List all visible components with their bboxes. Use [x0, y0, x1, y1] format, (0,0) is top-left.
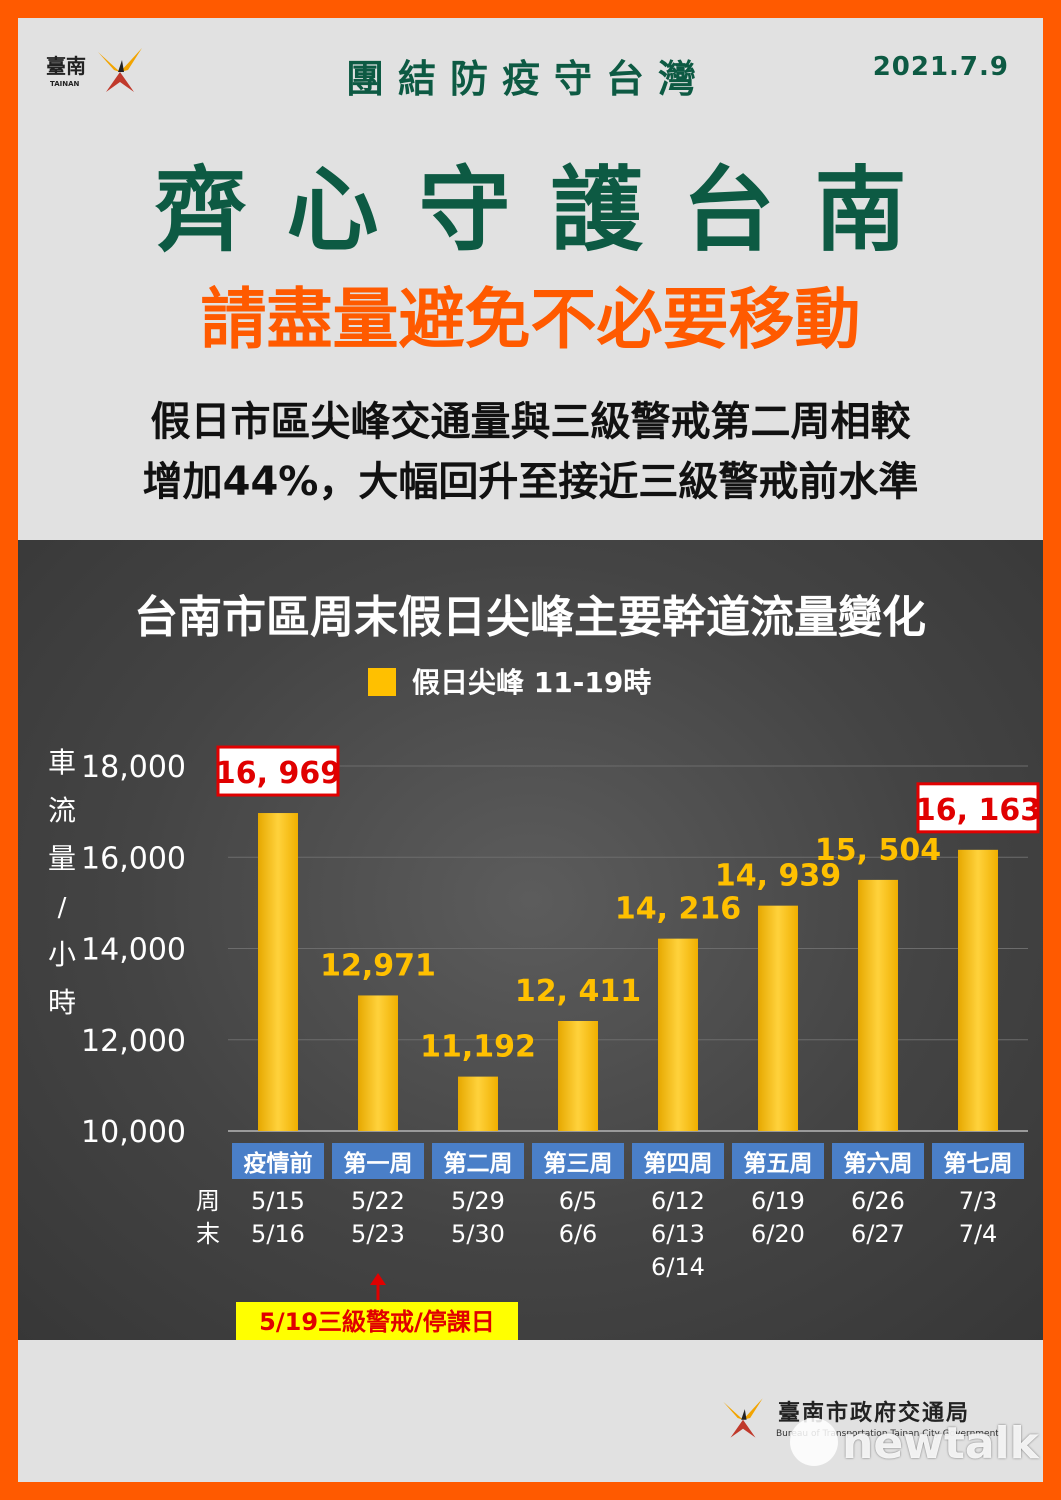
weekend-date: 6/6: [559, 1220, 598, 1248]
weekend-date: 6/20: [751, 1220, 805, 1248]
weekend-date: 7/4: [959, 1220, 998, 1248]
legend-swatch: [368, 668, 396, 696]
logo-text: 臺南: [46, 54, 86, 78]
weekend-date: 6/19: [751, 1187, 805, 1215]
weekend-date: 5/30: [451, 1220, 505, 1248]
bar: [558, 1020, 598, 1131]
bar-chart: 台南市區周末假日尖峰主要幹道流量變化 假日尖峰 11-19時 車流量 / 小時 10…: [48, 592, 1041, 1340]
weekend-date: 6/26: [851, 1187, 905, 1215]
bar: [358, 995, 398, 1131]
value-label: 11,192: [420, 1030, 536, 1065]
weekend-date: 5/16: [251, 1220, 305, 1248]
bar: [858, 879, 898, 1131]
weekend-label-char: 周: [196, 1187, 220, 1215]
weekend-date: 5/15: [251, 1187, 305, 1215]
watermark-text: newtalk: [842, 1418, 1039, 1469]
watermark-logo-icon: [790, 1418, 838, 1466]
y-axis-label-char: 量: [48, 842, 76, 875]
description: 假日市區尖峰交通量與三級警戒第二周相較 增加44%，大幅回升至接近三級警戒前水準: [18, 392, 1043, 512]
bar: [758, 905, 798, 1131]
value-label: 15, 504: [815, 833, 941, 868]
y-axis-label-char: 時: [48, 986, 76, 1019]
bar: [258, 813, 298, 1131]
agency-name-en: Bureau of Transportation Tainan City Gov…: [776, 1429, 999, 1439]
weekend-dates: 5/15 5/16 5/22 5/23 5/29 5/30 6/5 6/6 6/12 6/13 6/…: [196, 1187, 997, 1281]
y-tick-label: 14,000: [81, 933, 186, 968]
category-label: 第一周: [344, 1150, 413, 1177]
slogan: 團結防疫守台灣: [345, 57, 710, 101]
chart-title: 台南市區周末假日尖峰主要幹道流量變化: [134, 592, 926, 643]
annotation-text: 5/19三級警戒/停課日: [259, 1308, 495, 1336]
weekend-date: 5/29: [451, 1187, 505, 1215]
weekend-date: 6/14: [651, 1253, 705, 1281]
description-line-1: 假日市區尖峰交通量與三級警戒第二周相較: [150, 399, 911, 445]
subheadline: 請盡量避免不必要移動: [200, 281, 861, 358]
headline: 齊心守護台南: [154, 157, 947, 264]
value-label: 16, 969: [215, 756, 341, 791]
weekend-date: 6/27: [851, 1220, 905, 1248]
flower-emblem-icon: [98, 48, 142, 92]
weekend-date: 6/5: [559, 1187, 598, 1215]
category-box: [832, 1143, 924, 1179]
weekend-date: 5/23: [351, 1220, 405, 1248]
poster: 臺南 TAINAN 團結防疫守台灣 2021.7.9 齊心守護台南 請盡量避免不…: [18, 18, 1043, 1482]
category-box: [532, 1143, 624, 1179]
category-label: 第二周: [444, 1150, 513, 1177]
category-labels: 疫情前 第一周 第二周 第三周 第四周 第五周 第六周 第七周: [232, 1143, 1024, 1179]
date: 2021.7.9: [872, 52, 1009, 82]
category-label: 第三周: [544, 1150, 613, 1177]
annotation-box: [236, 1302, 518, 1340]
y-tick-label: 18,000: [81, 750, 186, 785]
category-box: [232, 1143, 324, 1179]
value-label-box: [916, 782, 1040, 834]
category-label: 第六周: [844, 1150, 913, 1177]
category-box: [932, 1143, 1024, 1179]
flower-emblem-icon: [723, 1398, 763, 1438]
category-label: 第五周: [744, 1150, 813, 1177]
value-label: 12,971: [320, 948, 436, 983]
y-axis-label-char: 車: [48, 746, 76, 779]
watermark: newtalk: [790, 1418, 1039, 1470]
weekend-date: 6/13: [651, 1220, 705, 1248]
weekend-date: 7/3: [959, 1187, 998, 1215]
value-label: 14, 939: [715, 859, 841, 894]
category-label: 第四周: [644, 1150, 713, 1177]
value-label-box: [216, 745, 340, 797]
bar: [958, 849, 998, 1131]
weekend-label-char: 末: [196, 1220, 220, 1248]
annotation: 5/19三級警戒/停課日: [236, 1273, 518, 1340]
agency-logo: 臺南市政府交通局 Bureau of Transportation Tainan…: [718, 1393, 1018, 1453]
bars: [258, 813, 998, 1131]
value-label: 14, 216: [615, 892, 741, 927]
tainan-logo: 臺南 TAINAN: [46, 42, 146, 108]
y-axis-label: 車流量 / 小時: [48, 746, 76, 1019]
value-label: 16, 163: [915, 793, 1041, 828]
y-axis-label-char: 小: [48, 938, 76, 971]
y-axis-label-char: /: [58, 893, 67, 923]
bar: [458, 1076, 498, 1131]
y-axis-label-char: 流: [48, 794, 76, 827]
legend-label: 假日尖峰 11-19時: [412, 666, 651, 699]
category-label: 疫情前: [244, 1150, 313, 1177]
category-box: [632, 1143, 724, 1179]
category-box: [732, 1143, 824, 1179]
annotation-arrowhead: [370, 1273, 386, 1285]
y-tick-label: 10,000: [81, 1115, 186, 1150]
chart-panel: 台南市區周末假日尖峰主要幹道流量變化 假日尖峰 11-19時 車流量 / 小時 10…: [18, 540, 1043, 1340]
description-line-2: 增加44%，大幅回升至接近三級警戒前水準: [142, 459, 919, 505]
y-tick-label: 16,000: [81, 841, 186, 876]
y-axis-ticks: 10,000 12,000 14,000 16,000 18,000: [81, 750, 186, 1150]
weekend-date: 6/12: [651, 1187, 705, 1215]
category-box: [332, 1143, 424, 1179]
y-tick-label: 12,000: [81, 1024, 186, 1059]
category-label: 第七周: [944, 1150, 1013, 1177]
logo-sub: TAINAN: [50, 80, 80, 88]
bar: [658, 938, 698, 1131]
weekend-date: 5/22: [351, 1187, 405, 1215]
category-box: [432, 1143, 524, 1179]
value-label: 12, 411: [515, 974, 641, 1009]
